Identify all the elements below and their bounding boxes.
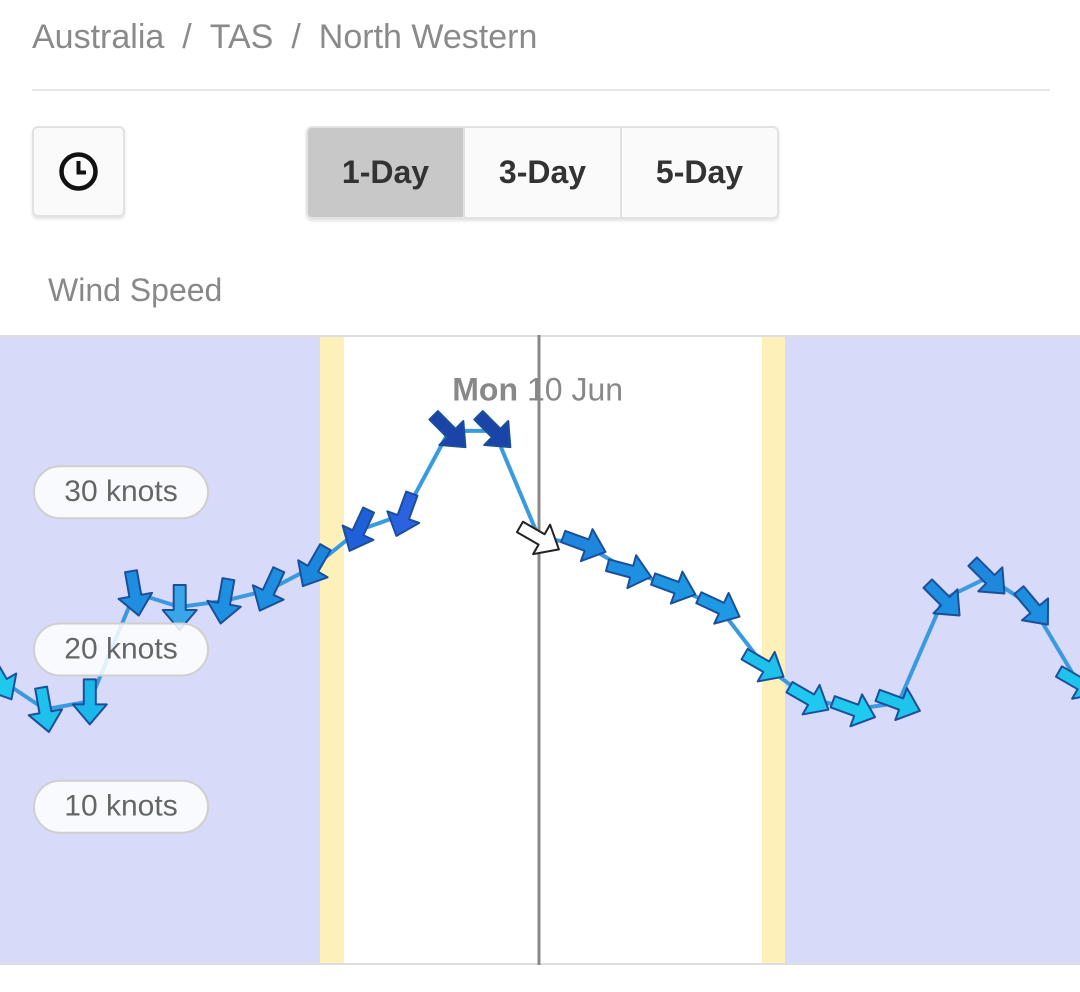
breadcrumb-separator: / [182, 18, 192, 56]
series [0, 410, 1080, 733]
wind-arrow [251, 566, 286, 612]
wind-arrow [650, 570, 697, 605]
wind-arrow [740, 648, 785, 683]
divider [32, 89, 1050, 91]
range-button[interactable]: 5-Day [620, 128, 777, 217]
day-label-weekday: Mon [452, 371, 518, 407]
wind-arrow [604, 554, 653, 590]
wind-arrow [695, 591, 741, 625]
y-tick-label: 20 knots [64, 632, 177, 665]
breadcrumb-item: North Western [318, 18, 538, 56]
wind-arrow [206, 577, 242, 625]
wind-arrow [967, 556, 1006, 595]
twilight-band [762, 335, 785, 965]
wind-arrow [560, 528, 607, 563]
wind-arrow [297, 543, 332, 588]
breadcrumb-item[interactable]: TAS [209, 18, 274, 56]
range-button[interactable]: 1-Day [308, 128, 463, 217]
wind-arrow [71, 678, 108, 726]
axis-labels: 10 knots 20 knots 30 knots [33, 465, 209, 834]
wind-arrow [428, 410, 467, 449]
twilight-band [320, 335, 344, 965]
chart: Mon 10 Jun 10 knots 20 knots 30 knots [0, 335, 1080, 965]
y-tick-label: 30 knots [64, 475, 177, 508]
wind-arrow [341, 506, 376, 552]
breadcrumb-separator: / [291, 18, 301, 56]
wind-arrow [117, 569, 154, 617]
breadcrumb-item[interactable]: Australia [32, 18, 165, 56]
y-tick-pill [33, 622, 209, 677]
wind-arrow [1054, 665, 1080, 700]
wind-arrow [386, 490, 421, 537]
range-button[interactable]: 3-Day [463, 128, 620, 217]
wind-arrow [473, 410, 512, 449]
chart-label: Wind Speed [48, 272, 223, 308]
clock-icon [59, 152, 98, 191]
wind-arrow [515, 520, 560, 556]
wind-arrow [785, 681, 830, 716]
wind-arrow [1013, 585, 1050, 626]
wind-arrow [27, 685, 64, 733]
time-button[interactable] [32, 126, 125, 217]
wind-arrow [829, 693, 877, 728]
wind-arrow [161, 584, 198, 631]
range-selector: 1-Day 3-Day 5-Day [306, 126, 779, 219]
y-tick-pill [33, 465, 209, 520]
night-band [785, 335, 1080, 965]
breadcrumb: Australia / TAS / North Western [32, 18, 537, 57]
day-label-date: 10 Jun [527, 371, 623, 407]
wind-arrow [922, 578, 961, 617]
wind-arrow [874, 687, 921, 722]
y-tick-label: 10 knots [64, 790, 177, 823]
y-tick-pill [33, 779, 209, 834]
wind-arrow [0, 656, 18, 701]
